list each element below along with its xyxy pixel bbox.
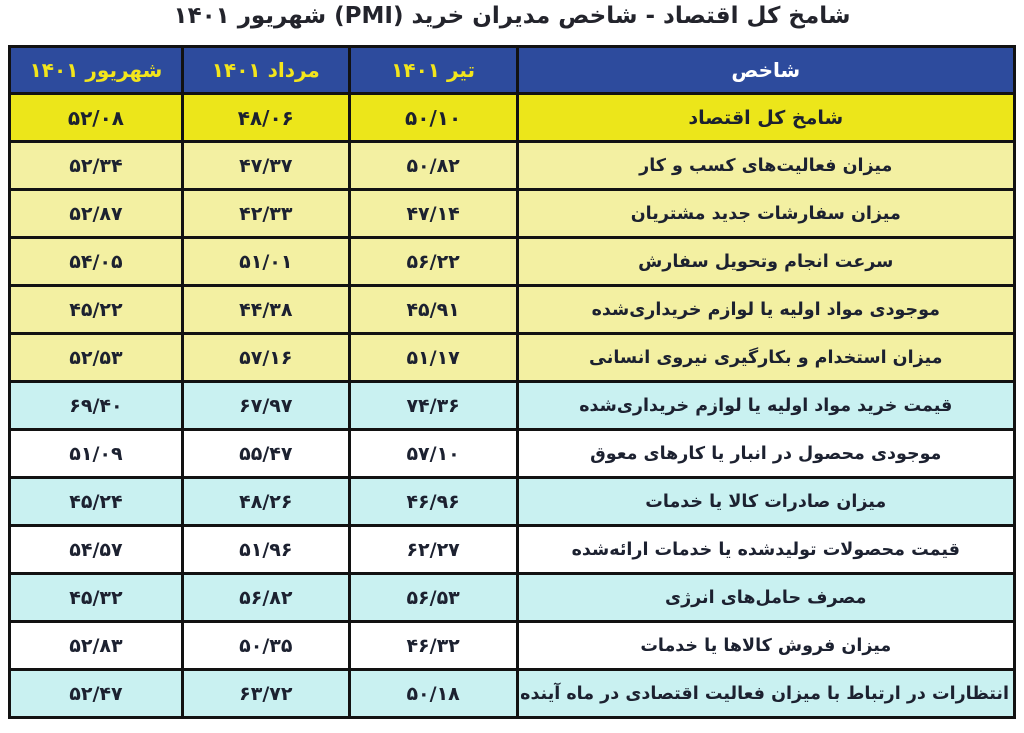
- value-cell: ۵۲/۸۳: [8, 620, 184, 671]
- row-label: موجودی مواد اولیه یا لوازم خریداری‌شده: [515, 284, 1017, 335]
- value-cell: ۴۶/۳۲: [347, 620, 519, 671]
- value-cell: ۴۸/۰۶: [180, 92, 351, 143]
- value-cell: ۵۲/۵۳: [8, 332, 184, 383]
- row-label: میزان فروش کالاها یا خدمات: [515, 620, 1017, 671]
- table-row-raw-materials-inventory: موجودی مواد اولیه یا لوازم خریداری‌شده ۴…: [8, 284, 1017, 335]
- row-label: قیمت محصولات تولیدشده یا خدمات ارائه‌شده: [515, 524, 1017, 575]
- value-cell: ۶۲/۲۷: [347, 524, 519, 575]
- value-cell: ۵۲/۰۸: [8, 92, 184, 143]
- value-cell: ۵۲/۸۷: [8, 188, 184, 239]
- row-label: شامخ کل اقتصاد: [515, 92, 1017, 143]
- row-label: انتظارات در ارتباط با میزان فعالیت اقتصا…: [515, 668, 1017, 719]
- value-cell: ۴۲/۳۳: [180, 188, 351, 239]
- value-cell: ۵۰/۱۰: [347, 92, 519, 143]
- value-cell: ۶۷/۹۷: [180, 380, 351, 431]
- value-cell: ۵۶/۸۲: [180, 572, 351, 623]
- table-row-purchase-prices: قیمت خرید مواد اولیه یا لوازم خریداری‌شد…: [8, 380, 1017, 431]
- value-cell: ۴۷/۳۷: [180, 140, 351, 191]
- page-title: شامخ کل اقتصاد - شاخص مدیران خرید (PMI) …: [173, 3, 851, 29]
- table-row-finished-goods-inventory: موجودی محصول در انبار یا کارهای معوق ۵۷/…: [8, 428, 1017, 479]
- value-cell: ۴۵/۲۲: [8, 284, 184, 335]
- row-label: میزان استخدام و بکارگیری نیروی انسانی: [515, 332, 1017, 383]
- row-label: قیمت خرید مواد اولیه یا لوازم خریداری‌شد…: [515, 380, 1017, 431]
- table-header-row: شاخص تیر ۱۴۰۱ مرداد ۱۴۰۱ شهریور ۱۴۰۱: [8, 45, 1017, 95]
- table-row-total-pmi: شامخ کل اقتصاد ۵۰/۱۰ ۴۸/۰۶ ۵۲/۰۸: [8, 92, 1017, 143]
- table-row-sales: میزان فروش کالاها یا خدمات ۴۶/۳۲ ۵۰/۳۵ ۵…: [8, 620, 1017, 671]
- value-cell: ۵۷/۱۶: [180, 332, 351, 383]
- value-cell: ۶۹/۴۰: [8, 380, 184, 431]
- value-cell: ۵۲/۳۴: [8, 140, 184, 191]
- row-label: میزان صادرات کالا یا خدمات: [515, 476, 1017, 527]
- column-header-indicator: شاخص: [515, 45, 1017, 95]
- value-cell: ۵۵/۴۷: [180, 428, 351, 479]
- value-cell: ۶۳/۷۲: [180, 668, 351, 719]
- column-header-shahrivar-1401: شهریور ۱۴۰۱: [8, 45, 184, 95]
- value-cell: ۴۴/۳۸: [180, 284, 351, 335]
- value-cell: ۴۵/۹۱: [347, 284, 519, 335]
- value-cell: ۴۶/۹۶: [347, 476, 519, 527]
- value-cell: ۴۸/۲۶: [180, 476, 351, 527]
- value-cell: ۵۶/۵۳: [347, 572, 519, 623]
- value-cell: ۵۰/۸۲: [347, 140, 519, 191]
- value-cell: ۵۱/۰۱: [180, 236, 351, 287]
- row-label: میزان سفارشات جدید مشتریان: [515, 188, 1017, 239]
- value-cell: ۵۴/۵۷: [8, 524, 184, 575]
- table-row-employment: میزان استخدام و بکارگیری نیروی انسانی ۵۱…: [8, 332, 1017, 383]
- table-row-exports: میزان صادرات کالا یا خدمات ۴۶/۹۶ ۴۸/۲۶ ۴…: [8, 476, 1017, 527]
- table-row-new-orders: میزان سفارشات جدید مشتریان ۴۷/۱۴ ۴۲/۳۳ ۵…: [8, 188, 1017, 239]
- value-cell: ۵۷/۱۰: [347, 428, 519, 479]
- value-cell: ۵۰/۳۵: [180, 620, 351, 671]
- row-label: موجودی محصول در انبار یا کارهای معوق: [515, 428, 1017, 479]
- row-label: مصرف حامل‌های انرژی: [515, 572, 1017, 623]
- column-header-mordad-1401: مرداد ۱۴۰۱: [180, 45, 351, 95]
- value-cell: ۵۴/۰۵: [8, 236, 184, 287]
- value-cell: ۵۱/۰۹: [8, 428, 184, 479]
- row-label: میزان فعالیت‌های کسب و کار: [515, 140, 1017, 191]
- value-cell: ۴۵/۳۲: [8, 572, 184, 623]
- table-row-delivery-speed: سرعت انجام وتحویل سفارش ۵۶/۲۲ ۵۱/۰۱ ۵۴/۰…: [8, 236, 1017, 287]
- value-cell: ۵۰/۱۸: [347, 668, 519, 719]
- value-cell: ۵۶/۲۲: [347, 236, 519, 287]
- value-cell: ۷۴/۳۶: [347, 380, 519, 431]
- pmi-table: شاخص تیر ۱۴۰۱ مرداد ۱۴۰۱ شهریور ۱۴۰۱ شام…: [8, 45, 1017, 719]
- table-row-future-expectations: انتظارات در ارتباط با میزان فعالیت اقتصا…: [8, 668, 1017, 719]
- value-cell: ۵۲/۴۷: [8, 668, 184, 719]
- value-cell: ۵۱/۹۶: [180, 524, 351, 575]
- value-cell: ۴۵/۲۴: [8, 476, 184, 527]
- table-row-output-prices: قیمت محصولات تولیدشده یا خدمات ارائه‌شده…: [8, 524, 1017, 575]
- row-label: سرعت انجام وتحویل سفارش: [515, 236, 1017, 287]
- column-header-tir-1401: تیر ۱۴۰۱: [347, 45, 519, 95]
- table-row-business-activity: میزان فعالیت‌های کسب و کار ۵۰/۸۲ ۴۷/۳۷ ۵…: [8, 140, 1017, 191]
- table-row-energy-consumption: مصرف حامل‌های انرژی ۵۶/۵۳ ۵۶/۸۲ ۴۵/۳۲: [8, 572, 1017, 623]
- value-cell: ۴۷/۱۴: [347, 188, 519, 239]
- value-cell: ۵۱/۱۷: [347, 332, 519, 383]
